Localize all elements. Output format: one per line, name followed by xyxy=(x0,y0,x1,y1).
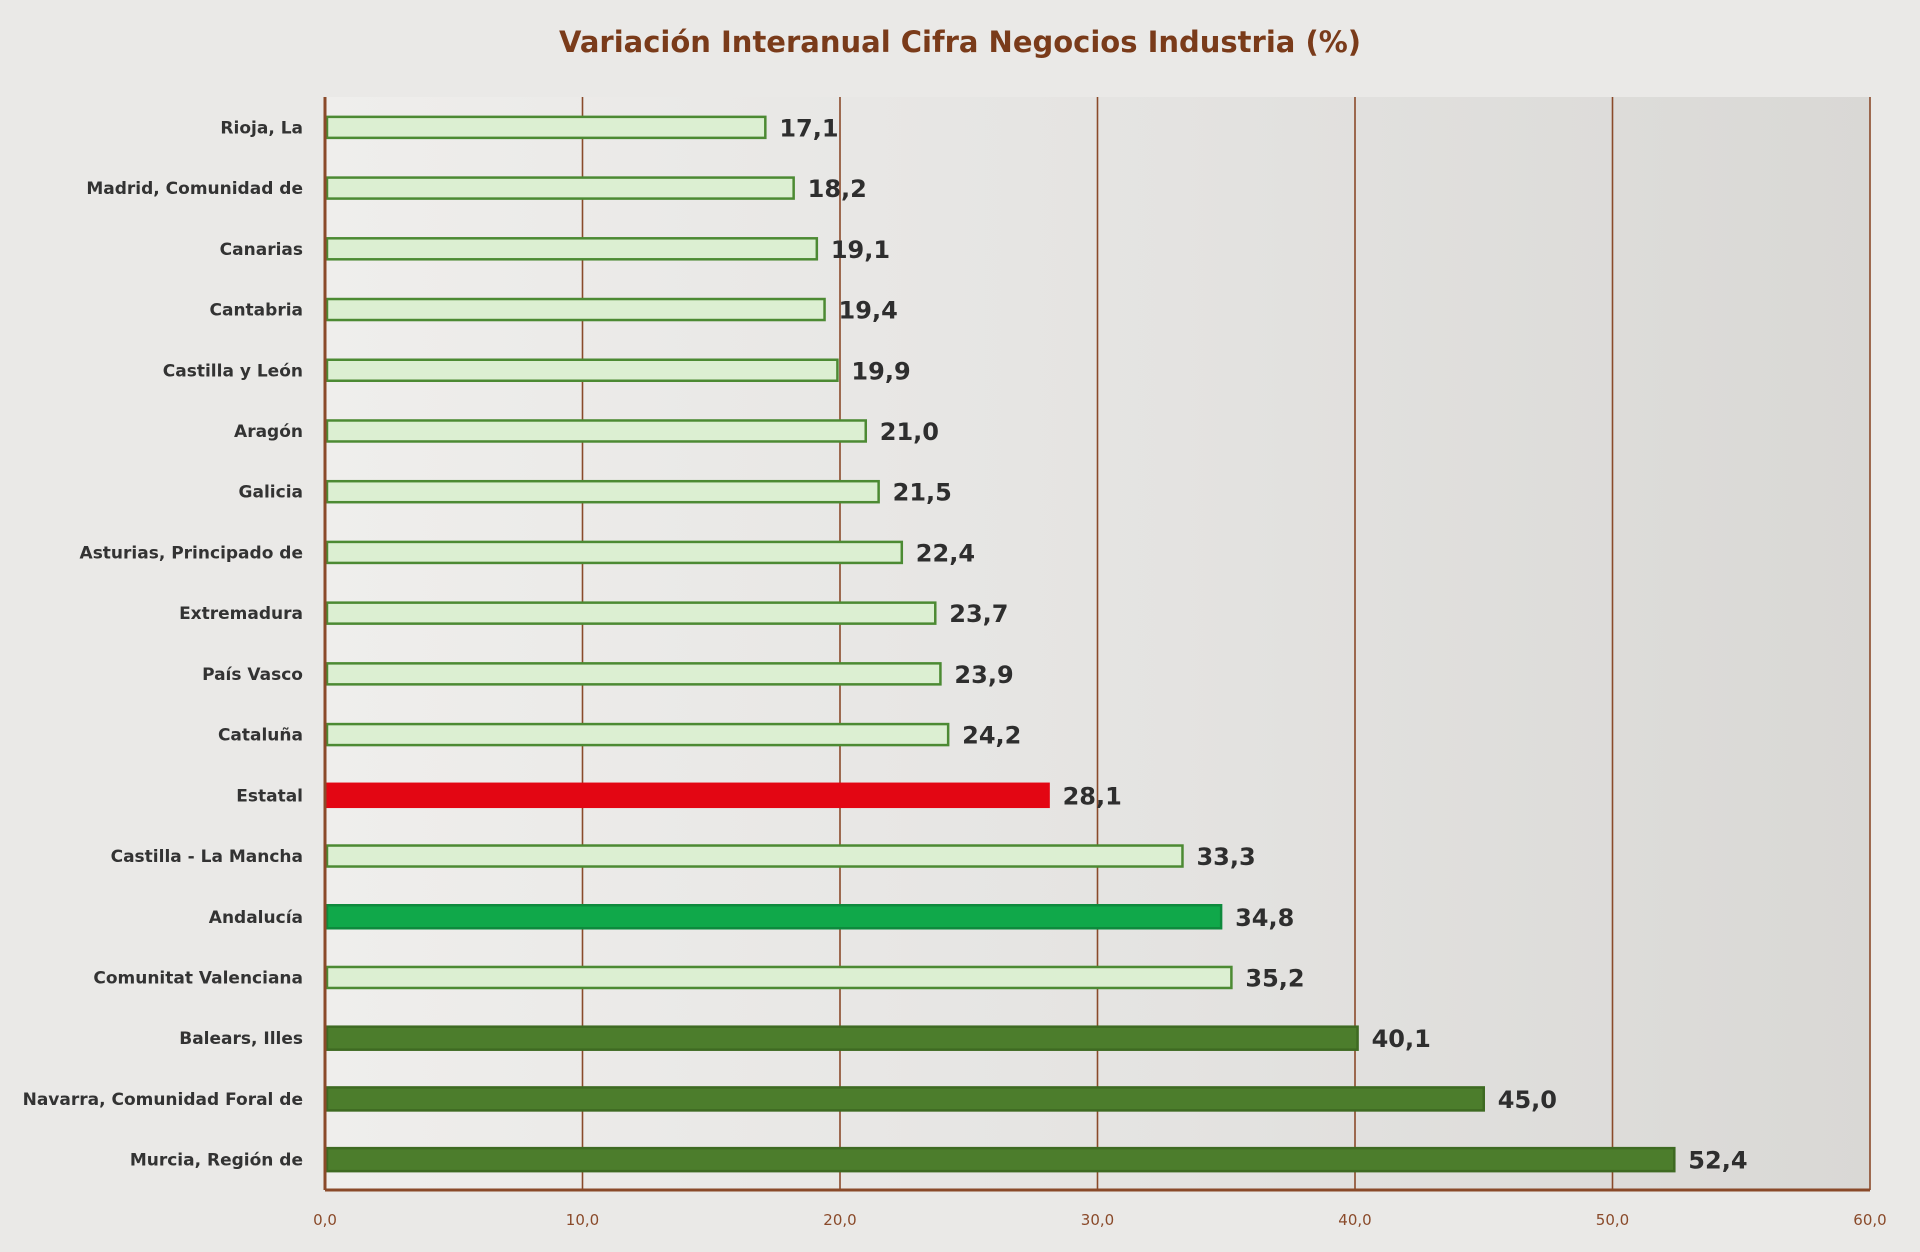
bar xyxy=(325,782,1050,809)
category-label: Navarra, Comunidad Foral de xyxy=(23,1090,303,1110)
axes: 0,0 10,0 20,0 30,0 40,0 50,0 60,0 Rioja, La Madr… xyxy=(23,97,1887,1229)
data-label: 52,4 xyxy=(1688,1147,1747,1175)
data-label: 21,0 xyxy=(880,418,939,446)
x-tick-label: 40,0 xyxy=(1338,1211,1371,1229)
data-label: 23,9 xyxy=(954,661,1013,689)
category-label: Cantabria xyxy=(210,301,304,321)
x-tick-label: 50,0 xyxy=(1596,1211,1629,1229)
category-label: Balears, Illes xyxy=(179,1029,303,1049)
bars: 17,1 18,2 19,1 19,4 19,9 21,0 21,5 22,4 23,7 23,9… xyxy=(325,114,1748,1175)
bar xyxy=(325,965,1233,990)
category-label: Galicia xyxy=(239,483,303,503)
bar xyxy=(325,479,880,504)
data-label: 45,0 xyxy=(1498,1086,1557,1114)
category-label: Canarias xyxy=(220,240,303,260)
bar xyxy=(325,176,795,200)
bar xyxy=(325,540,904,565)
data-label: 21,5 xyxy=(893,479,952,507)
category-label: Estatal xyxy=(236,786,303,806)
category-label: Extremadura xyxy=(179,604,303,624)
bar xyxy=(325,237,819,261)
bar xyxy=(325,1086,1485,1112)
data-label: 28,1 xyxy=(1063,782,1122,810)
bar xyxy=(325,601,937,625)
data-label: 24,2 xyxy=(962,722,1021,750)
category-label: Asturias, Principado de xyxy=(80,543,303,563)
category-label: Rioja, La xyxy=(220,118,303,138)
chart-title: Variación Interanual Cifra Negocios Indu… xyxy=(559,25,1361,59)
category-label: Cataluña xyxy=(218,726,303,746)
x-tick-label: 0,0 xyxy=(313,1211,337,1229)
data-label: 23,7 xyxy=(949,600,1008,628)
bar xyxy=(325,297,826,322)
bar xyxy=(325,722,950,747)
data-label: 18,2 xyxy=(808,175,867,203)
bar xyxy=(325,115,767,140)
x-tick-label: 30,0 xyxy=(1081,1211,1114,1229)
data-label: 19,1 xyxy=(831,236,890,264)
category-label: País Vasco xyxy=(202,665,303,685)
data-label: 33,3 xyxy=(1196,843,1255,871)
category-label: Andalucía xyxy=(209,908,303,928)
bar xyxy=(325,904,1223,930)
category-label: Murcia, Región de xyxy=(130,1151,303,1171)
data-label: 34,8 xyxy=(1235,904,1294,932)
data-label: 35,2 xyxy=(1245,964,1304,992)
bar xyxy=(325,844,1184,868)
category-label: Castilla - La Mancha xyxy=(111,847,303,867)
x-tick-label: 20,0 xyxy=(823,1211,856,1229)
category-label: Castilla y León xyxy=(163,361,303,381)
category-label: Comunitat Valenciana xyxy=(93,968,303,988)
gridlines xyxy=(581,97,1871,1190)
bar xyxy=(325,419,867,443)
x-tick-label: 10,0 xyxy=(566,1211,599,1229)
data-label: 19,9 xyxy=(851,357,910,385)
x-tick-label: 60,0 xyxy=(1853,1211,1886,1229)
data-label: 40,1 xyxy=(1372,1025,1431,1053)
category-label: Madrid, Comunidad de xyxy=(86,179,303,199)
bar xyxy=(325,358,839,382)
data-label: 17,1 xyxy=(779,114,838,142)
data-label: 19,4 xyxy=(839,297,898,325)
bar xyxy=(325,1025,1359,1051)
bar xyxy=(325,662,942,686)
bar xyxy=(325,1146,1676,1173)
category-label: Aragón xyxy=(234,422,303,442)
data-label: 22,4 xyxy=(916,539,975,567)
